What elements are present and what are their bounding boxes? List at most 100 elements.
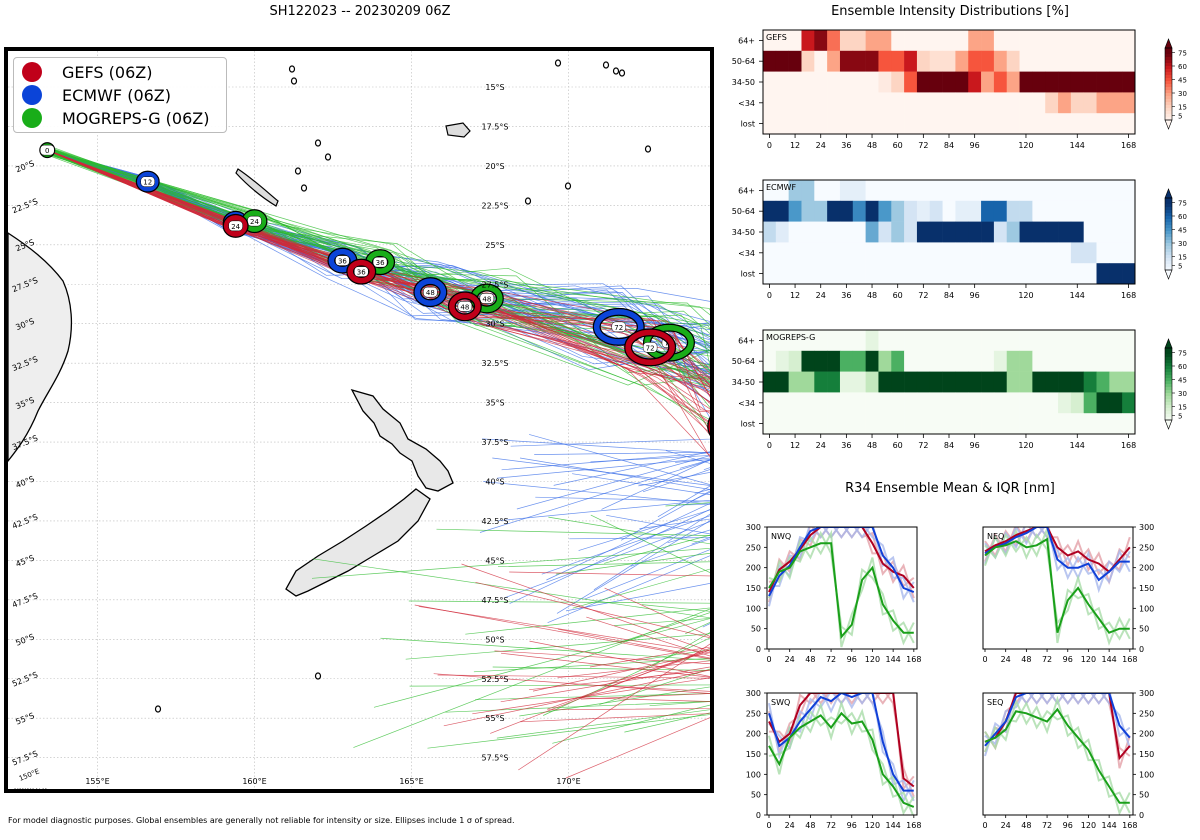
heat-cell (904, 200, 918, 222)
y-tick-label: 250 (1139, 709, 1154, 718)
mogreps-g-member-track (45, 149, 710, 739)
heat-cell (968, 392, 982, 414)
small-island (294, 167, 302, 175)
heat-cell (916, 263, 931, 285)
heat-cell (981, 221, 995, 243)
row-label: 50-64 (732, 57, 755, 66)
heat-cell (942, 113, 956, 135)
heat-cell (788, 92, 802, 114)
heat-cell (904, 392, 918, 414)
timestamp-stamp: 20230209 14:13 (14, 788, 48, 789)
heat-cell (788, 350, 802, 372)
colorbar-cell (1165, 69, 1172, 73)
x-tick-label: 48 (1021, 821, 1031, 830)
colorbar-cell (1165, 249, 1172, 253)
heat-cell (955, 263, 969, 285)
heat-cell (993, 263, 1008, 285)
lon-label: 165°E (399, 777, 423, 786)
heat-cell (788, 221, 802, 243)
heat-cell (1122, 371, 1136, 393)
lat-label-inner: 32.5°S (482, 359, 509, 368)
heat-cell (1096, 371, 1110, 393)
ecmwf-member-track (47, 149, 710, 522)
heat-cell (878, 350, 892, 372)
small-island (618, 69, 626, 77)
colorbar-cell (1165, 105, 1172, 109)
gefs-ellipse-24 (223, 215, 248, 237)
colorbar-tick-label: 30 (1178, 90, 1187, 98)
heat-cell (1122, 350, 1136, 372)
lat-label-inner: 17.5°S (482, 122, 509, 131)
heat-cell (763, 263, 777, 285)
x-tick-label: 96 (970, 441, 980, 450)
r34-panel-swq: SWQ 0 24 48 72 96 120 144 168 0 50 100 150 200 250 300 (746, 689, 922, 830)
x-tick-label: 0 (767, 141, 772, 150)
heat-cell (891, 242, 905, 264)
heat-cell (993, 242, 1008, 264)
heatmap-mogreps-g: 64+ 50-64 34-50 <34 lost MOGREPS-G 0 12 24 36 48 60… (732, 329, 1187, 450)
heat-cell (904, 71, 918, 93)
heat-cell (904, 113, 918, 135)
heat-cell (1096, 263, 1110, 285)
heat-cell (1006, 330, 1020, 352)
colorbar-cell (1165, 357, 1172, 361)
heat-cell (929, 330, 943, 352)
track-map-canvas: 1224364872961201440243648729612014416824… (8, 51, 710, 789)
heat-cell (788, 371, 802, 393)
heat-cell (1032, 371, 1046, 393)
y-tick-label: 150 (1139, 750, 1154, 759)
x-tick-label: 48 (805, 821, 815, 830)
heat-cell (1006, 113, 1020, 135)
x-tick-label: 96 (970, 291, 980, 300)
gefs-member-track (47, 149, 710, 686)
heat-cell (1058, 92, 1072, 114)
lat-label-inner: 40°S (485, 478, 504, 487)
heat-cell (942, 350, 956, 372)
map-legend: GEFS (06Z) ECMWF (06Z) MOGREPS-G (06Z) (13, 57, 227, 133)
heat-cell (878, 392, 892, 414)
new-caledonia (235, 168, 279, 207)
y-tick-label: 200 (746, 730, 761, 739)
colorbar-cell (1165, 372, 1172, 376)
heat-cell (955, 413, 969, 435)
heat-cell (1096, 180, 1110, 202)
x-tick-label: 96 (970, 141, 980, 150)
heat-cell (865, 92, 879, 114)
heat-cell (891, 413, 905, 435)
heat-cell (801, 413, 815, 435)
heat-cell (1006, 30, 1020, 52)
heat-cell (981, 330, 995, 352)
r34-lines (984, 693, 1131, 815)
heat-cell (1032, 392, 1046, 414)
hour-label-box (40, 144, 55, 156)
colorbar-cell (1165, 222, 1172, 226)
heat-cell (981, 200, 995, 222)
row-label: <34 (738, 99, 755, 108)
heat-cell (1019, 180, 1033, 202)
colorbar-cell (1165, 75, 1172, 79)
heat-cell (968, 350, 982, 372)
x-tick-label: 168 (906, 821, 921, 830)
colorbar-cell (1165, 114, 1172, 118)
heat-cell (1019, 330, 1033, 352)
x-tick-label: 0 (766, 821, 771, 830)
mogreps-g-member-track (44, 149, 710, 687)
heat-cell (852, 30, 866, 52)
mogreps-g-hour-label: 24 (250, 218, 259, 226)
colorbar-cell (1165, 408, 1172, 412)
heat-cell (904, 330, 918, 352)
heat-cell (1083, 200, 1097, 222)
heat-cell (1070, 221, 1084, 243)
heat-cell (839, 392, 854, 414)
heat-cell (929, 392, 943, 414)
ecmwf-ellipse-12 (136, 171, 159, 192)
y-tick-label: 250 (746, 543, 761, 552)
ensemble-tracks (42, 145, 710, 779)
heat-cell (865, 200, 879, 222)
mean-line-gefs (984, 527, 1131, 574)
lat-label-inner: 22.5°S (482, 201, 509, 210)
heat-cell (865, 71, 879, 93)
heat-cell (763, 50, 777, 72)
heat-cell (904, 50, 918, 72)
heat-cell (839, 221, 854, 243)
